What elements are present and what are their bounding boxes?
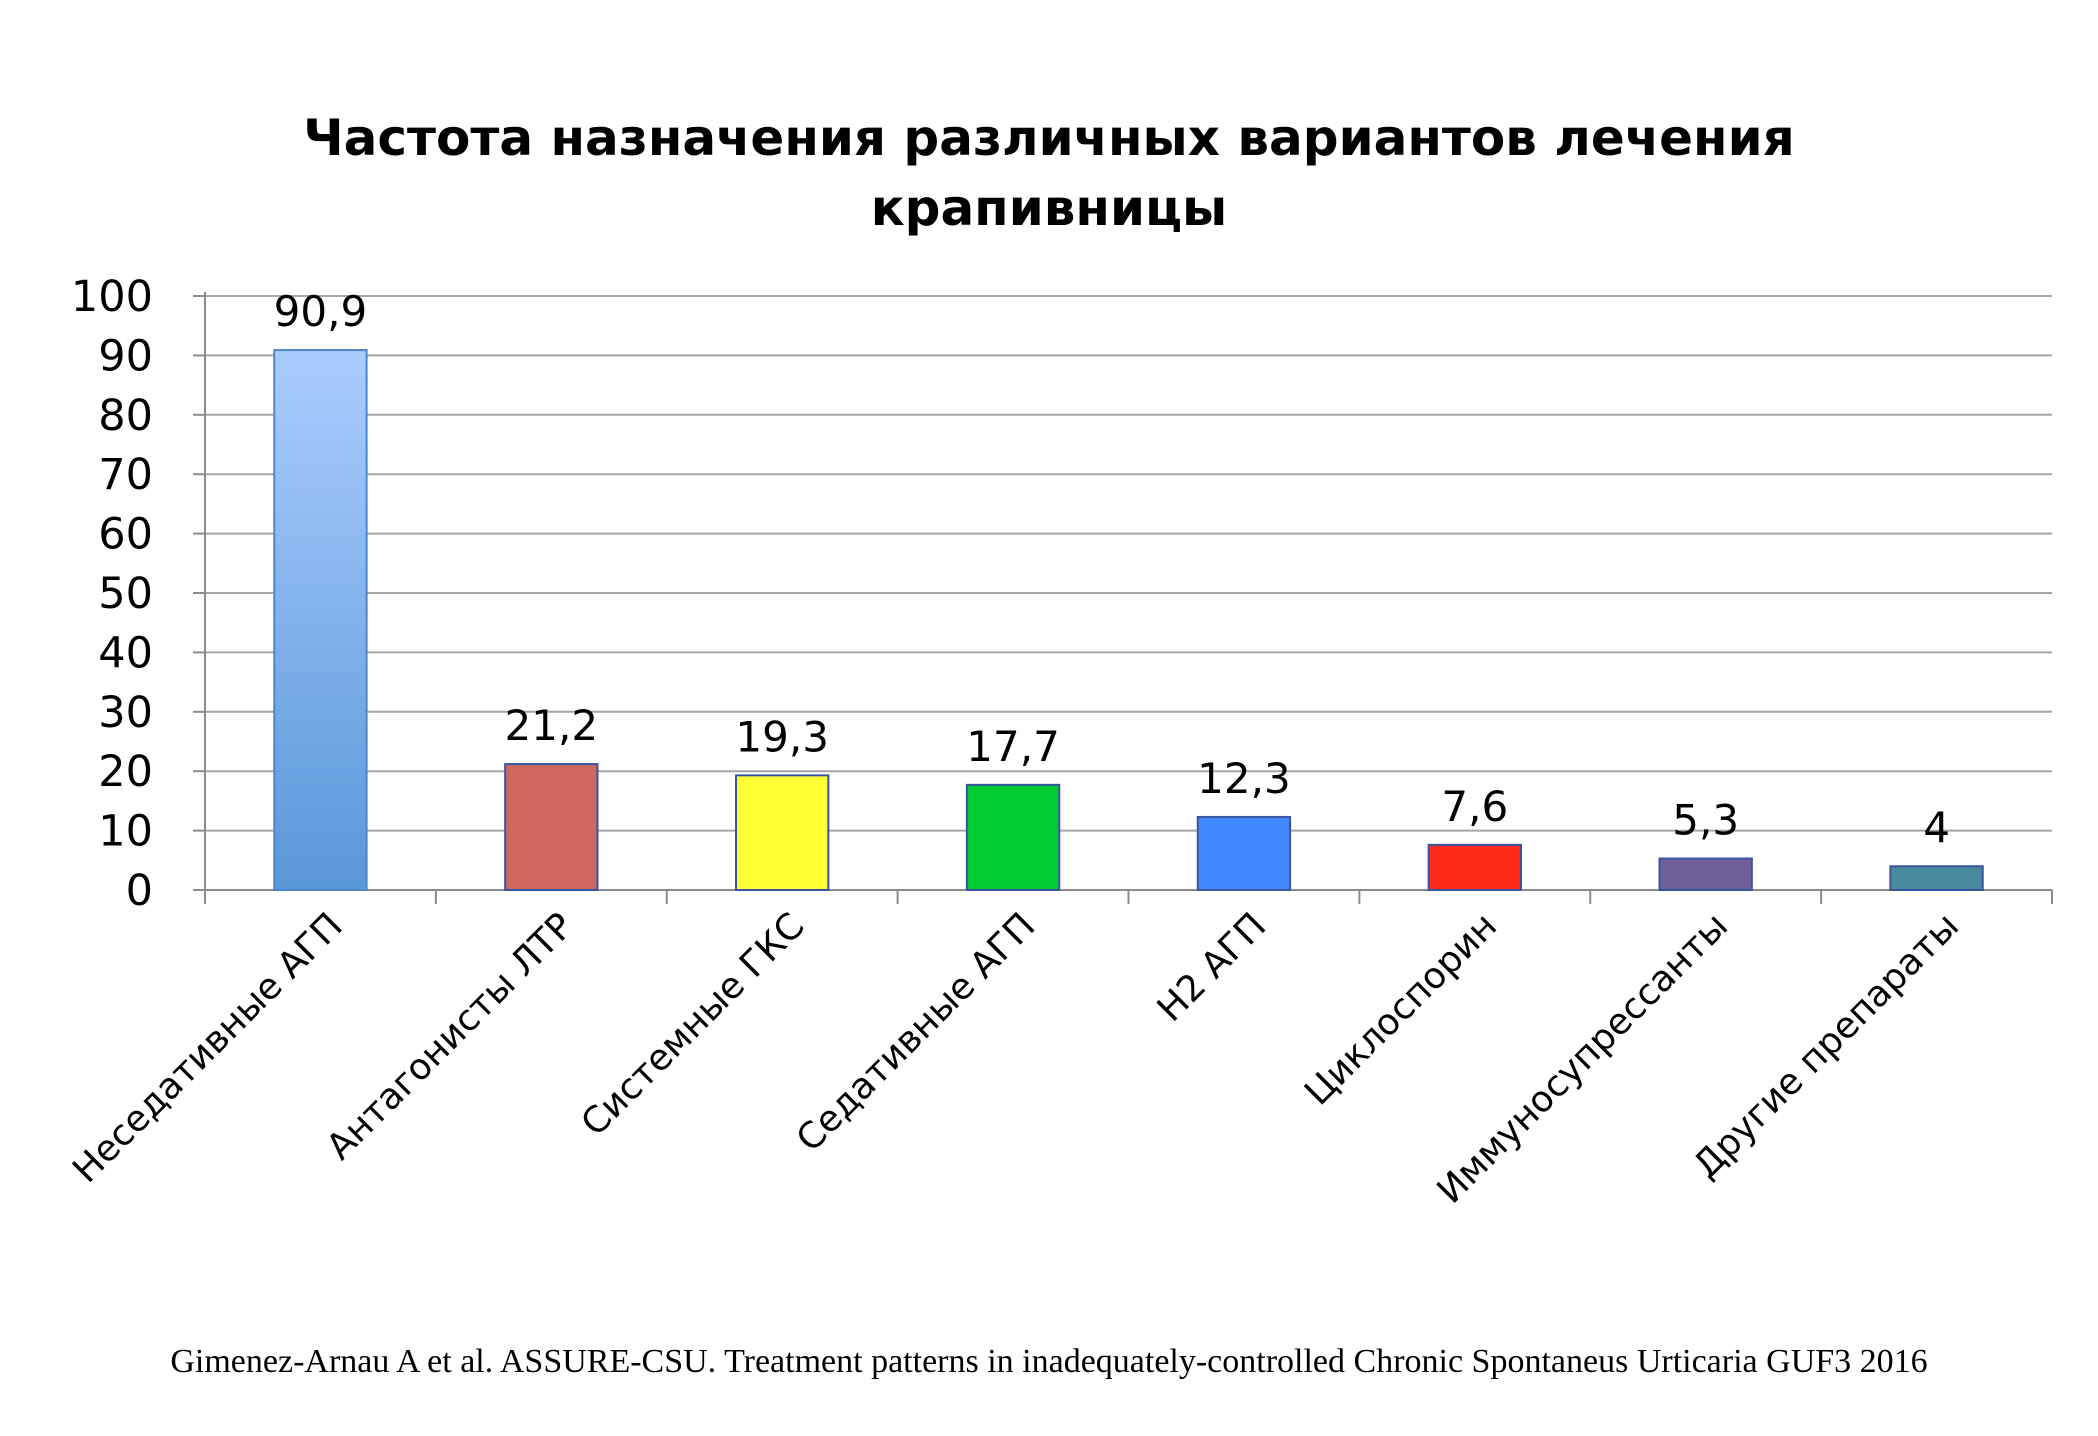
y-tick-label: 10 (98, 807, 153, 857)
y-tick-label: 0 (126, 866, 153, 916)
bar (1427, 843, 1522, 892)
data-label: 90,9 (274, 287, 368, 336)
gridlines (205, 295, 2052, 832)
x-tick-label: Циклоспорин (1297, 905, 1505, 1113)
y-tick-label: 20 (98, 747, 153, 797)
x-tick-label: Системные ГКС (574, 905, 813, 1144)
y-tick-labels: 0 10 20 30 40 50 60 70 80 90 100 (71, 272, 153, 916)
x-tick-label: Антагонисты ЛТР (319, 905, 582, 1168)
chart-title-line-2: крапивницы (871, 179, 1228, 237)
citation: Gimenez-Arnau A et al. ASSURE-CSU. Treat… (170, 1343, 1928, 1380)
bar (1196, 815, 1292, 891)
bar (735, 774, 830, 891)
y-tick-label: 90 (98, 331, 153, 381)
x-tick-label: Седативные АГП (789, 905, 1044, 1160)
bars (273, 349, 1984, 892)
bar (965, 783, 1061, 891)
data-label: 17,7 (966, 722, 1060, 771)
bar (273, 349, 368, 891)
data-label: 21,2 (505, 701, 599, 750)
y-tick-label: 50 (98, 569, 153, 619)
y-tick-label: 60 (98, 510, 153, 560)
x-tick-label: Неседативные АГП (65, 905, 351, 1191)
y-tick-label: 70 (98, 450, 153, 500)
data-label: 5,3 (1672, 796, 1739, 845)
bar (1889, 865, 1984, 891)
axes (193, 292, 2053, 904)
y-tick-label: 100 (71, 272, 153, 322)
data-label: 7,6 (1441, 782, 1508, 831)
x-tick-label: Другие препараты (1686, 905, 1967, 1186)
y-tick-label: 80 (98, 391, 153, 441)
data-label: 4 (1923, 803, 1950, 852)
x-tick-label: H2 АГП (1150, 905, 1275, 1030)
data-label: 12,3 (1197, 754, 1291, 803)
chart-title-line-1: Частота назначения различных вариантов л… (303, 109, 1795, 167)
bar (504, 763, 599, 892)
data-label: 19,3 (735, 712, 829, 761)
y-tick-label: 30 (98, 688, 153, 738)
bar (1658, 857, 1753, 892)
value-labels: 90,9 21,2 19,3 17,7 12,3 7,6 5,3 4 (274, 287, 1950, 852)
y-tick-label: 40 (98, 628, 153, 678)
